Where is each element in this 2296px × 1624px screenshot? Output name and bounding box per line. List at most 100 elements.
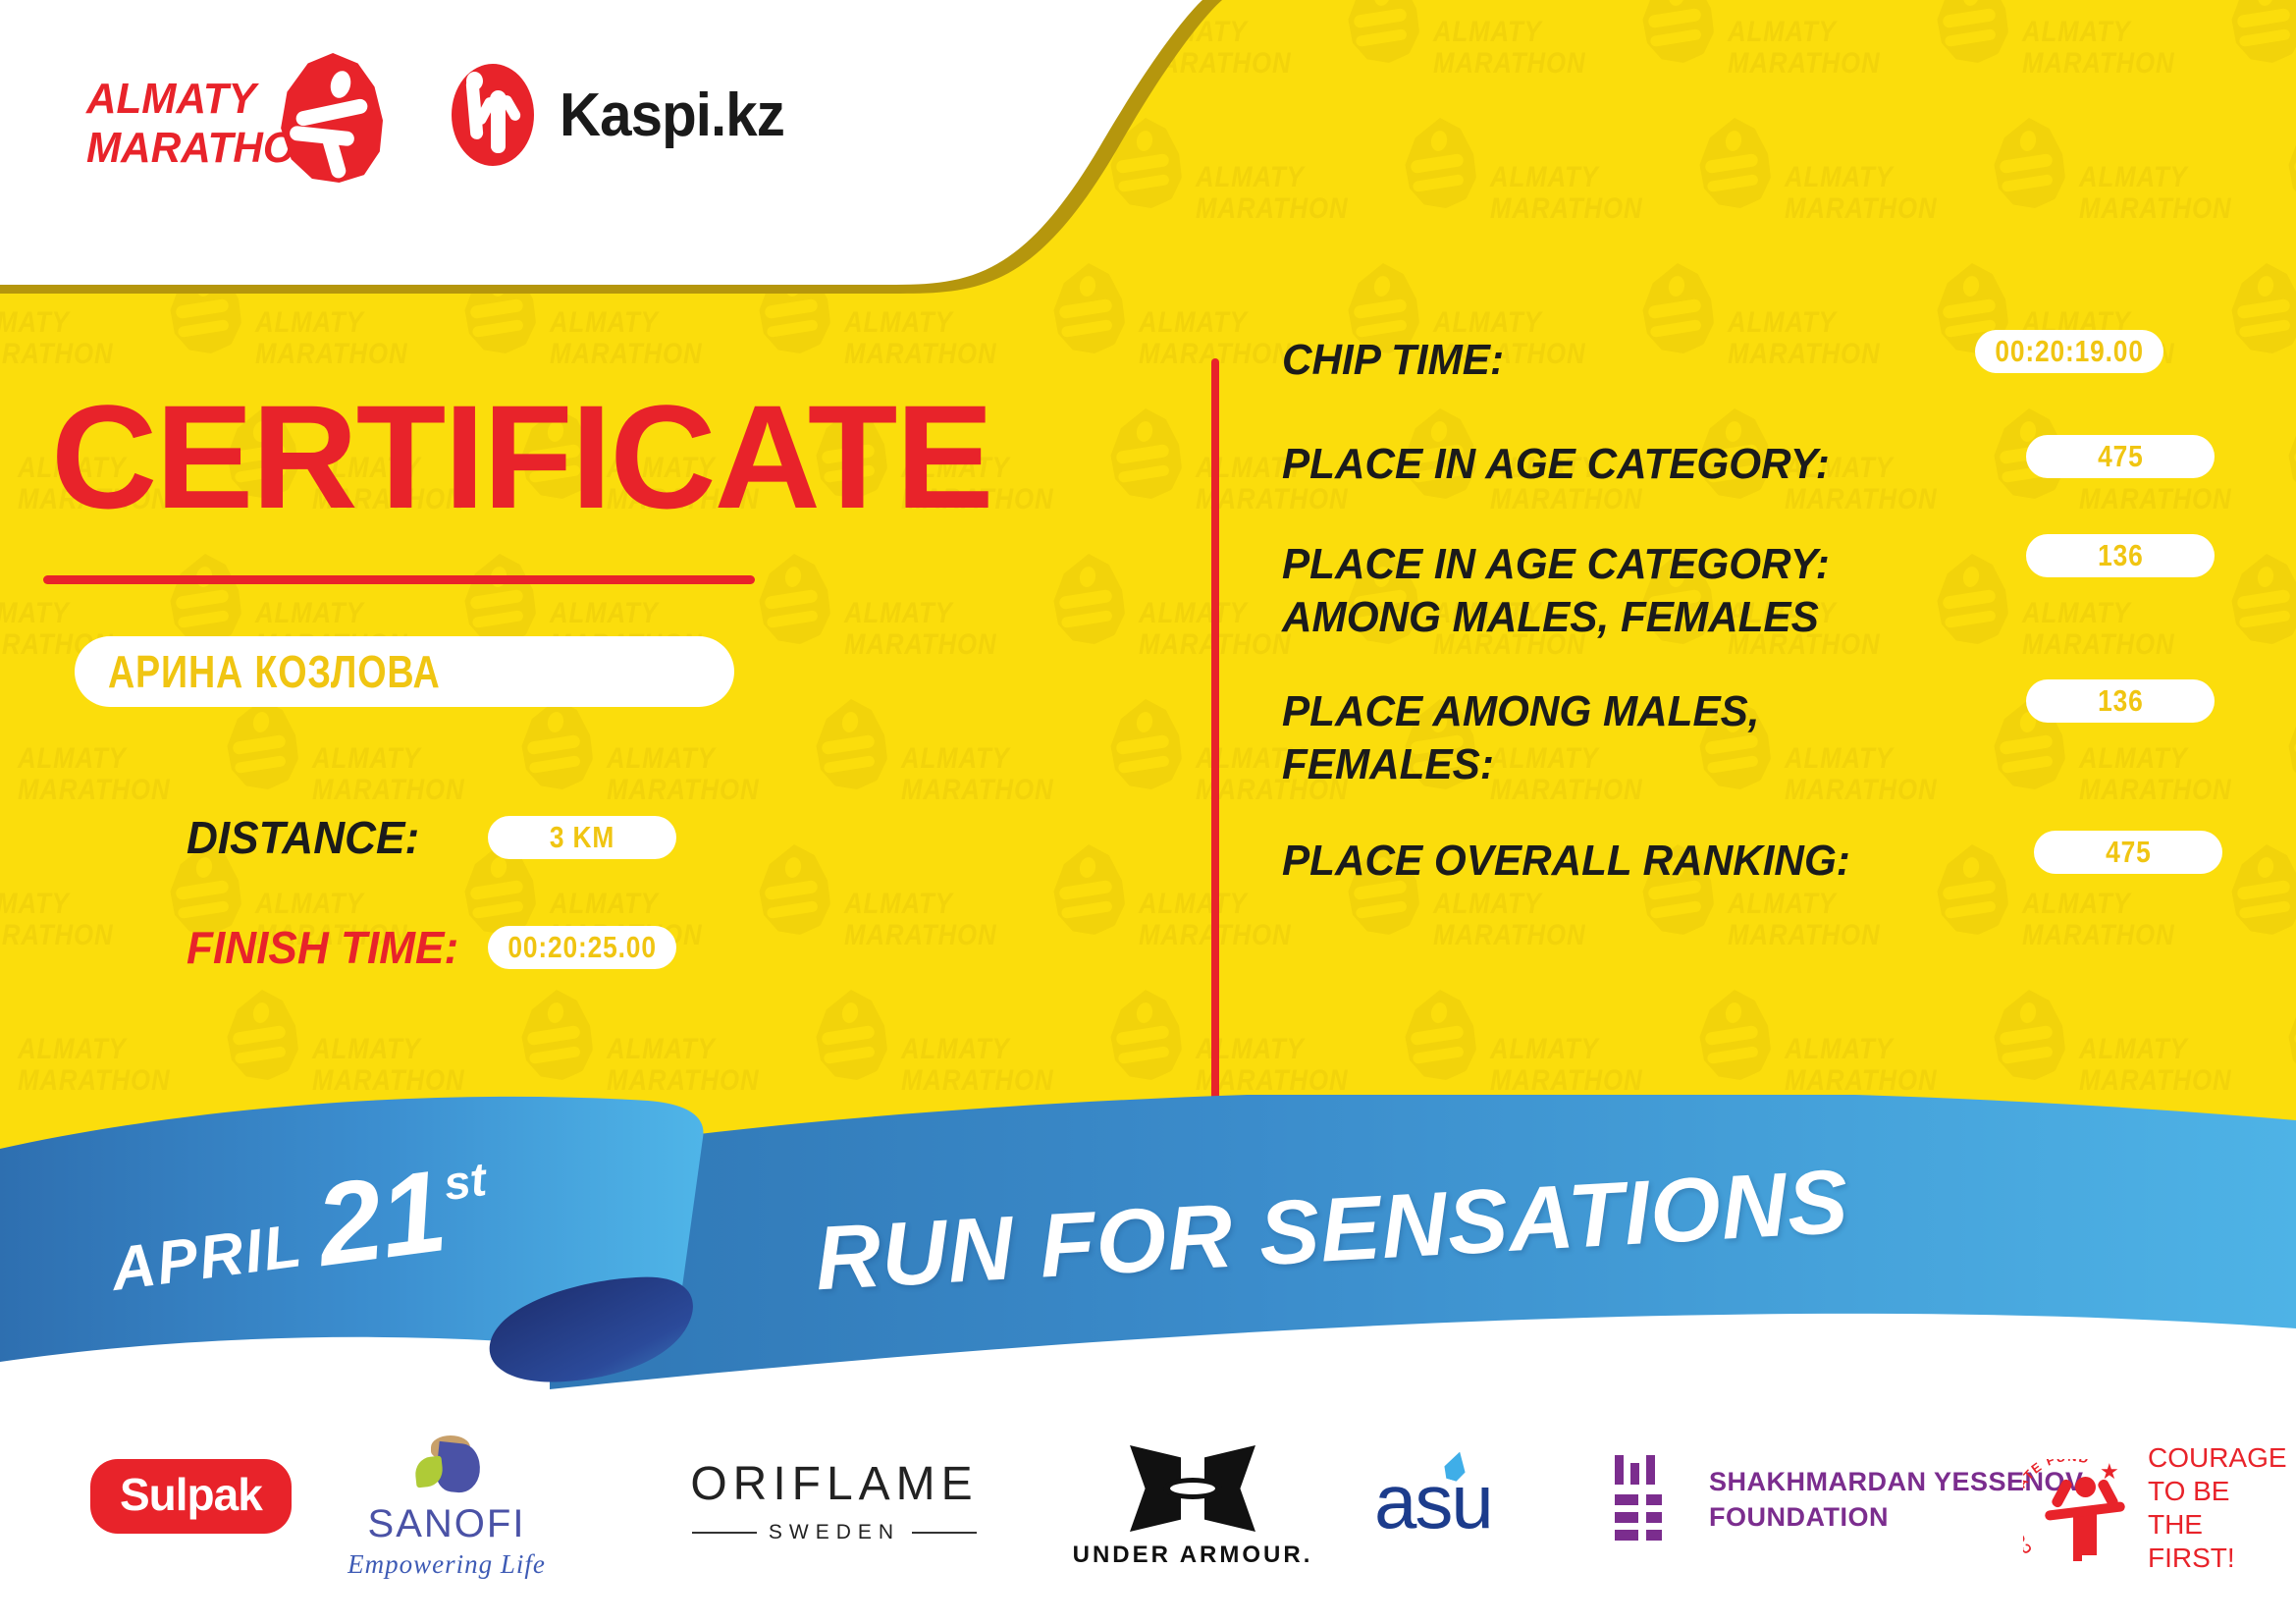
sponsor-strip: Sulpak SANOFI Empowering Life ORIFLAME S…: [0, 1412, 2296, 1624]
watermark-line-1: ALMATY: [2079, 161, 2188, 193]
watermark-line-2: MARATHON: [1490, 192, 1643, 225]
watermark-line-1: ALMATY: [312, 452, 421, 484]
watermark-line-2: MARATHON: [18, 1064, 171, 1097]
courage-body: [2073, 1510, 2097, 1561]
watermark-line-1: ALMATY: [255, 306, 364, 339]
watermark-line-1: ALMATY: [2022, 597, 2131, 629]
yessenov-bar-2: [1630, 1463, 1639, 1485]
sanofi-icon: [409, 1435, 484, 1496]
watermark-line-1: ALMATY: [1139, 597, 1248, 629]
place-age-category-gender-row: PLACE IN AGE CATEGORY: AMONG MALES, FEMA…: [1266, 534, 2268, 644]
watermark-line-1: ALMATY: [550, 306, 659, 339]
watermark-droplet-icon: [2288, 699, 2296, 789]
place-overall-row: PLACE OVERALL RANKING: 475: [1266, 831, 2268, 888]
oriflame-rule-right: [912, 1532, 978, 1534]
yessenov-bar-8: [1615, 1530, 1638, 1541]
watermark-line-1: ALMATY: [255, 597, 364, 629]
watermark-line-1: ALMATY: [1433, 16, 1542, 48]
watermark-line-2: MARATHON: [255, 919, 408, 951]
place-among-gender-value: 136: [2097, 683, 2144, 718]
place-age-category-label: PLACE IN AGE CATEGORY:: [1282, 440, 1830, 488]
watermark-droplet-icon: [1699, 990, 1771, 1080]
watermark-line-1: ALMATY: [844, 597, 953, 629]
watermark-line-2: MARATHON: [1785, 1064, 1938, 1097]
watermark-line-2: MARATHON: [1490, 1064, 1643, 1097]
participant-name: АРИНА КОЗЛОВА: [108, 646, 441, 697]
kaspi-logo: Kaspi.kz: [452, 63, 799, 167]
sulpak-wordmark: Sulpak: [120, 1469, 263, 1520]
brand-line-1: ALMATY: [86, 75, 256, 123]
watermark-line-2: MARATHON: [901, 774, 1054, 806]
yessenov-wordmark: SHAKHMARDAN YESSENOV FOUNDATION: [1709, 1467, 2084, 1532]
oriflame-country: SWEDEN: [768, 1521, 901, 1543]
watermark-line-2: MARATHON: [1728, 919, 1881, 951]
watermark-line-2: MARATHON: [1433, 919, 1586, 951]
watermark-line-2: MARATHON: [255, 338, 408, 370]
watermark-line-1: ALMATY: [2022, 888, 2131, 920]
ribbon-date-band: [0, 1096, 704, 1362]
watermark-line-1: ALMATY: [1490, 1033, 1599, 1065]
yessenov-bar-7: [1646, 1512, 1662, 1523]
courage-fund-icon: CORPORATE FUND ★: [2023, 1453, 2134, 1563]
oriflame-wordmark: ORIFLAME: [690, 1458, 979, 1510]
watermark-line-2: MARATHON: [18, 774, 171, 806]
kaspi-figures-icon: [452, 64, 534, 166]
watermark-line-1: ALMATY: [844, 888, 953, 920]
watermark-line-1: ALMATY: [255, 888, 364, 920]
watermark-line-2: MARATHON: [901, 1064, 1054, 1097]
courage-fund-slogan: COURAGE TO BE THE FIRST!: [2147, 1442, 2287, 1573]
watermark-line-2: MARATHON: [1490, 483, 1643, 515]
ua-center-ring: [1163, 1478, 1222, 1499]
sponsor-courage-fund: CORPORATE FUND ★ COURAGE TO BE THE FIRST…: [2023, 1441, 2296, 1575]
sponsor-yessenov-foundation: SHAKHMARDAN YESSENOV FOUNDATION: [1615, 1455, 2084, 1543]
chip-time-row: CHIP TIME: 00:20:19.00: [1266, 330, 2268, 387]
watermark-line-2: MARATHON: [1433, 47, 1586, 80]
watermark-line-1: ALMATY: [1433, 306, 1542, 339]
distance-row: DISTANCE: 3 KM: [187, 811, 677, 864]
place-among-gender-row: PLACE AMONG MALES, FEMALES: 136: [1266, 679, 2268, 791]
watermark-line-1: ALMATY: [2079, 1033, 2188, 1065]
watermark-line-1: ALMATY: [550, 888, 659, 920]
place-age-category-gender-value: 136: [2097, 538, 2144, 572]
sanofi-wordmark: SANOFI: [367, 1502, 526, 1545]
place-age-category-gender-value-pill: 136: [2026, 534, 2215, 577]
watermark-line-1: ALMATY: [1433, 888, 1542, 920]
watermark-line-2: MARATHON: [1196, 774, 1349, 806]
watermark-line-1: ALMATY: [1728, 597, 1837, 629]
chip-time-value-pill: 00:20:19.00: [1975, 330, 2163, 373]
watermark-droplet-icon: [2231, 0, 2296, 63]
participant-name-field: АРИНА КОЗЛОВА: [75, 636, 734, 707]
watermark-line-2: MARATHON: [0, 338, 114, 370]
distance-label: DISTANCE:: [187, 812, 420, 863]
watermark-line-1: ALMATY: [18, 1033, 127, 1065]
watermark-line-2: MARATHON: [607, 1064, 760, 1097]
watermark-line-2: MARATHON: [1490, 774, 1643, 806]
watermark-droplet-icon: [1642, 0, 1714, 63]
place-among-gender-value-pill: 136: [2026, 679, 2215, 723]
watermark-line-1: ALMATY: [607, 452, 716, 484]
courage-star-icon: ★: [2100, 1459, 2119, 1484]
watermark-line-2: MARATHON: [2079, 192, 2232, 225]
yessenov-bar-6: [1615, 1512, 1638, 1523]
watermark-line-1: ALMATY: [1728, 306, 1837, 339]
place-overall-value: 475: [2105, 835, 2152, 869]
watermark-line-1: ALMATY: [1490, 742, 1599, 775]
watermark-line-1: ALMATY: [844, 306, 953, 339]
watermark-line-1: ALMATY: [1728, 888, 1837, 920]
place-among-gender-label: PLACE AMONG MALES, FEMALES:: [1282, 687, 1760, 788]
page-title: CERTIFICATE: [51, 374, 993, 539]
place-overall-value-pill: 475: [2034, 831, 2222, 874]
